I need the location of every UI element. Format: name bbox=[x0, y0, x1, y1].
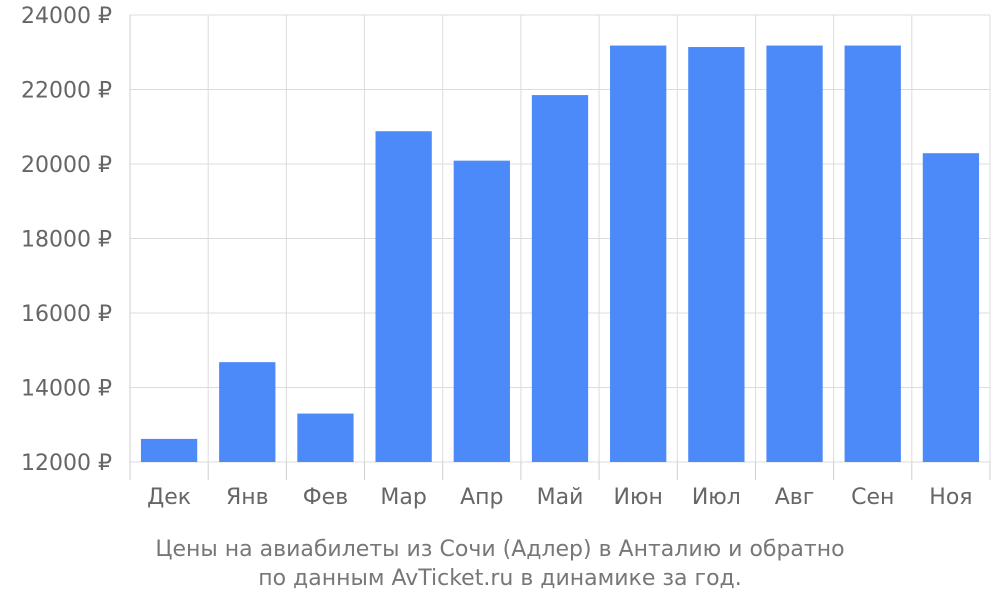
bar bbox=[531, 95, 589, 463]
y-tick-label: 16000 ₽ bbox=[21, 302, 112, 327]
bar bbox=[375, 131, 432, 462]
x-tick-label: Июл bbox=[692, 485, 741, 510]
axis-layer bbox=[129, 15, 991, 480]
bars-layer bbox=[140, 45, 980, 463]
y-tick-label: 24000 ₽ bbox=[21, 4, 112, 29]
x-tick-label: Фев bbox=[303, 485, 348, 510]
y-tick-label: 22000 ₽ bbox=[21, 79, 112, 104]
labels-layer: 12000 ₽ 14000 ₽ 16000 ₽ 18000 ₽ 20000 ₽ 22000… bbox=[21, 4, 973, 510]
bar bbox=[610, 45, 667, 463]
x-tick-label: Мар bbox=[380, 485, 426, 510]
x-tick-label: Авг bbox=[775, 485, 815, 510]
bar bbox=[844, 45, 901, 463]
y-tick-label: 14000 ₽ bbox=[21, 377, 112, 402]
x-tick-label: Янв bbox=[226, 485, 269, 510]
x-tick-label: Сен bbox=[851, 485, 894, 510]
bar bbox=[766, 45, 823, 463]
bar bbox=[219, 362, 276, 462]
x-tick-label: Май bbox=[537, 485, 584, 510]
y-tick-label: 12000 ₽ bbox=[21, 451, 112, 476]
bar bbox=[140, 438, 198, 462]
x-tick-label: Дек bbox=[147, 485, 191, 510]
chart-caption-line-2: по данным AvTicket.ru в динамике за год. bbox=[258, 566, 742, 591]
y-tick-label: 20000 ₽ bbox=[21, 153, 112, 178]
x-tick-label: Апр bbox=[460, 485, 503, 510]
chart-caption-line-1: Цены на авиабилеты из Сочи (Адлер) в Ант… bbox=[155, 537, 844, 562]
x-tick-label: Июн bbox=[613, 485, 662, 510]
bar bbox=[922, 153, 980, 462]
x-tick-label: Ноя bbox=[929, 485, 972, 510]
bar bbox=[453, 160, 510, 462]
bar bbox=[297, 413, 354, 462]
y-tick-label: 18000 ₽ bbox=[21, 228, 112, 253]
bar bbox=[688, 47, 745, 462]
